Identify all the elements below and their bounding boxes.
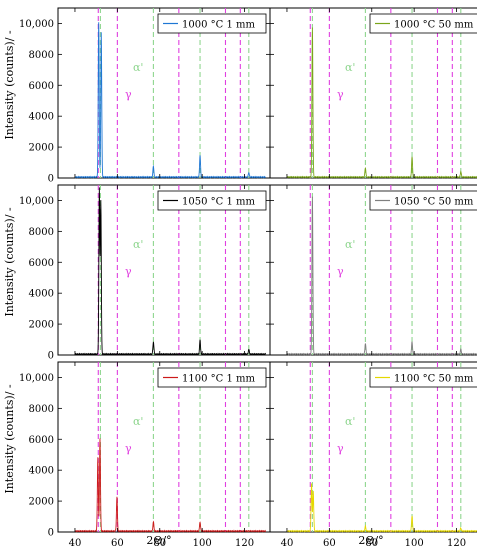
y-tick-label: 8000 <box>29 404 54 415</box>
y-tick-label: 6000 <box>29 81 54 92</box>
x-tick-label: 60 <box>323 538 336 549</box>
alpha-phase-label: α' <box>345 238 355 251</box>
y-tick-label: 2000 <box>29 497 54 508</box>
diffraction-trace <box>286 483 477 533</box>
legend-box <box>157 367 267 388</box>
y-tick-label: 0 <box>48 174 54 185</box>
panel-frame <box>269 361 477 533</box>
panel-4: α' γ 1050 °C 50 mm <box>269 184 477 356</box>
y-tick-label: 4000 <box>29 112 54 123</box>
panel-3: α' γ 0 2000 4000 6000 8000 10,000 1050 °C 1 mm <box>19 184 271 362</box>
diffraction-trace <box>74 438 266 533</box>
gamma-phase-label: γ <box>125 442 132 455</box>
legend-label: 1100 °C 50 mm <box>394 374 474 385</box>
x-tick-label: 120 <box>235 538 254 549</box>
diffraction-trace <box>286 196 477 356</box>
y-tick-label: 6000 <box>29 435 54 446</box>
panel-6: α' γ 40 60 80 100 120 1100 °C 50 mm <box>269 361 477 549</box>
gamma-phase-label: γ <box>125 265 132 278</box>
y-tick-label: 2000 <box>29 143 54 154</box>
panel-frame <box>269 184 477 356</box>
y-tick-label: 8000 <box>29 227 54 238</box>
y-tick-label: 4000 <box>29 289 54 300</box>
panel-frame <box>269 7 477 179</box>
legend-box <box>369 190 477 211</box>
x-axis-label: 2Θ/° <box>146 534 171 547</box>
diffraction-trace <box>286 27 477 179</box>
diffraction-trace <box>74 22 266 179</box>
x-tick-label: 80 <box>365 538 378 549</box>
x-tick-label: 40 <box>69 538 82 549</box>
x-tick-label: 40 <box>281 538 294 549</box>
alpha-phase-label: α' <box>133 415 143 428</box>
panel-frame <box>57 361 271 533</box>
gamma-phase-label: γ <box>337 88 344 101</box>
y-axis-label: Intensity (counts)/ - <box>3 207 16 317</box>
panel-frame <box>57 7 271 179</box>
gamma-phase-label: γ <box>337 265 344 278</box>
legend-label: 1100 °C 1 mm <box>182 374 255 385</box>
y-tick-label: 10,000 <box>19 19 54 30</box>
x-tick-label: 100 <box>193 538 212 549</box>
alpha-phase-label: α' <box>345 415 355 428</box>
legend-box <box>157 190 267 211</box>
x-axis-label: 2Θ/° <box>358 534 383 547</box>
y-tick-label: 0 <box>48 351 54 362</box>
x-tick-label: 100 <box>405 538 424 549</box>
y-tick-label: 10,000 <box>19 373 54 384</box>
gamma-phase-label: γ <box>125 88 132 101</box>
y-tick-label: 2000 <box>29 320 54 331</box>
legend-label: 1050 °C 1 mm <box>182 197 255 208</box>
alpha-phase-label: α' <box>345 61 355 74</box>
panel-2: α' γ 1000 °C 50 mm <box>269 7 477 179</box>
y-axis-label: Intensity (counts)/ - <box>3 30 16 140</box>
panel-5: α' γ 0 2000 4000 6000 8000 10,000 40 60 80 100 120 11… <box>19 361 271 549</box>
diffraction-trace <box>74 187 267 356</box>
legend-box <box>369 367 477 388</box>
y-tick-label: 6000 <box>29 258 54 269</box>
legend-label: 1000 °C 50 mm <box>394 20 474 31</box>
legend-box <box>157 13 267 34</box>
y-tick-label: 10,000 <box>19 196 54 207</box>
y-tick-label: 8000 <box>29 50 54 61</box>
x-tick-label: 80 <box>153 538 166 549</box>
y-tick-label: 4000 <box>29 466 54 477</box>
legend-box <box>369 13 477 34</box>
panel-frame <box>57 184 271 356</box>
legend-label: 1050 °C 50 mm <box>394 197 474 208</box>
legend-label: 1000 °C 1 mm <box>182 20 255 31</box>
y-axis-label: Intensity (counts)/ - <box>3 384 16 494</box>
gamma-phase-label: γ <box>337 442 344 455</box>
alpha-phase-label: α' <box>133 238 143 251</box>
x-tick-label: 60 <box>111 538 124 549</box>
panel-1: α' γ 0 2000 4000 6000 8000 10,000 1000 °C 1 mm <box>19 7 271 185</box>
y-tick-label: 0 <box>48 528 54 539</box>
x-tick-label: 120 <box>447 538 466 549</box>
alpha-phase-label: α' <box>133 61 143 74</box>
